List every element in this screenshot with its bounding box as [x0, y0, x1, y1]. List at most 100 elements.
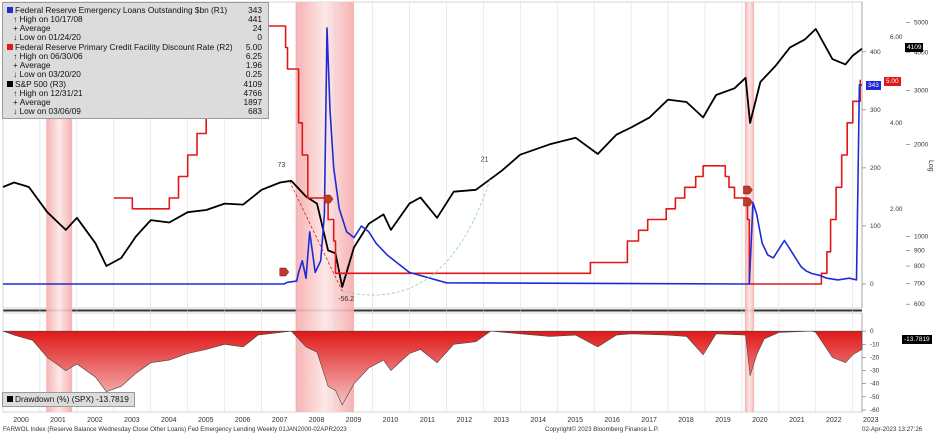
- rate-last-value-tag: 5.00: [884, 77, 901, 86]
- legend-spx-high-value: 4766: [243, 88, 262, 98]
- drawdown-last-value-tag: -13.7819: [902, 335, 932, 344]
- x-tick-label: 2002: [87, 417, 103, 424]
- log-axis-label: Log: [927, 160, 934, 172]
- r1-tick-label: 200: [870, 165, 881, 172]
- x-tick-label: 2000: [13, 417, 29, 424]
- r3-tick-label: 900: [914, 247, 925, 254]
- footer-copyright: Copyright© 2023 Bloomberg Finance L.P.: [545, 426, 659, 433]
- r3-tick-label: 3000: [914, 87, 929, 94]
- x-tick-label: 2004: [161, 417, 177, 424]
- legend-spx-label: S&P 500 (R3): [7, 80, 66, 89]
- legend-spx-avg-value: 1897: [243, 97, 262, 107]
- legend-loans-swatch: [7, 7, 13, 13]
- x-tick-label: 2023: [863, 417, 879, 424]
- footer-source: FARWOL Index (Reserve Balance Wednesday …: [3, 426, 347, 433]
- legend-loans-avg: + Average: [13, 23, 51, 33]
- drawdown-area: [2, 330, 863, 406]
- legend-rate-low-value: 0.25: [245, 69, 262, 79]
- x-tick-label: 2018: [678, 417, 694, 424]
- legend-spx-value: 4109: [243, 79, 262, 89]
- r1-tick-label: 400: [870, 49, 881, 56]
- legend-loans-value: 343: [248, 5, 262, 15]
- r2-tick-label: 2.00: [890, 206, 903, 213]
- dd-tick-label: 0: [870, 328, 874, 335]
- x-tick-label: 2011: [420, 417, 435, 424]
- dd-tick-label: -60: [870, 407, 880, 414]
- spx-line: [2, 28, 863, 288]
- legend-loans-high: ↑ High on 10/17/08: [13, 14, 83, 24]
- legend-spx-low: ↓ Low on 03/06/09: [13, 106, 81, 116]
- recovery-arc: [342, 177, 492, 296]
- legend-loans-high-value: 441: [248, 14, 262, 24]
- x-tick-label: 2012: [457, 417, 473, 424]
- x-tick-label: 2021: [789, 417, 805, 424]
- r3-tick-label: 700: [914, 281, 925, 288]
- x-tick-label: 2005: [198, 417, 214, 424]
- x-tick-label: 2014: [530, 417, 546, 424]
- legend-rate-avg-value: 1.96: [245, 60, 262, 70]
- x-tick-label: 2022: [826, 417, 842, 424]
- legend-rate-swatch: [7, 44, 13, 50]
- r3-tick-label: 2000: [914, 141, 929, 148]
- legend-loans-low-value: 0: [257, 32, 262, 42]
- r3-tick-label: 800: [914, 263, 925, 270]
- r3-tick-label: 1000: [914, 233, 929, 240]
- peak-annotation: 73: [278, 162, 286, 169]
- r1-tick-label: 100: [870, 223, 881, 230]
- dd-tick-label: -10: [870, 341, 880, 348]
- legend-loans-label: Federal Reserve Emergency Loans Outstand…: [7, 6, 227, 15]
- x-tick-label: 2017: [641, 417, 657, 424]
- legend-spx-low-value: 683: [248, 106, 262, 116]
- legend-rate-high-value: 6.25: [245, 51, 262, 61]
- dd-tick-label: -40: [870, 381, 880, 388]
- dd-tick-label: -30: [870, 368, 880, 375]
- legend-rate-label: Federal Reserve Primary Credit Facility …: [7, 43, 233, 52]
- peak-trough-line: [288, 180, 343, 292]
- x-tick-label: 2006: [235, 417, 251, 424]
- main-legend: Federal Reserve Emergency Loans Outstand…: [2, 2, 269, 119]
- dd-tick-label: -20: [870, 354, 880, 361]
- r3-tick-label: 4000: [914, 49, 929, 56]
- trough-annotation: -56.2: [338, 296, 354, 303]
- x-tick-label: 2013: [494, 417, 510, 424]
- event-marker: [743, 185, 753, 195]
- legend-spx-swatch: [7, 81, 13, 87]
- legend-spx-avg: + Average: [13, 97, 51, 107]
- legend-spx-high: ↑ High on 12/31/21: [13, 88, 83, 98]
- x-tick-label: 2001: [50, 417, 66, 424]
- x-tick-label: 2015: [567, 417, 583, 424]
- legend-loans-low: ↓ Low on 01/24/20: [13, 32, 81, 42]
- x-tick-label: 2020: [752, 417, 768, 424]
- x-tick-label: 2009: [346, 417, 362, 424]
- spx-last-value-tag: 4109: [905, 43, 924, 52]
- r3-tick-label: 600: [914, 301, 925, 308]
- r2-tick-label: 6.00: [890, 34, 903, 41]
- legend-loans-avg-value: 24: [252, 23, 262, 33]
- legend-rate-low: ↓ Low on 03/20/20: [13, 69, 81, 79]
- legend-rate-high: ↑ High on 06/30/06: [13, 51, 83, 61]
- r1-tick-label: 300: [870, 107, 881, 114]
- recession-band: [744, 2, 755, 412]
- x-tick-label: 2010: [383, 417, 399, 424]
- emergency-loans-line: [3, 27, 862, 285]
- event-marker: [323, 194, 334, 204]
- x-tick-label: 2007: [272, 417, 288, 424]
- r1-tick-label: 0: [870, 281, 874, 288]
- legend-rate-avg: + Average: [13, 60, 51, 70]
- drawdown-legend: Drawdown (%) (SPX) -13.7819: [2, 392, 135, 407]
- drawdown-swatch: [7, 396, 13, 402]
- x-tick-label: 2003: [124, 417, 140, 424]
- recovery-annotation: 21: [481, 156, 489, 163]
- dd-tick-label: -50: [870, 394, 880, 401]
- r3-tick-label: 5000: [914, 20, 929, 27]
- legend-rate-value: 5.00: [245, 42, 262, 52]
- x-tick-label: 2019: [715, 417, 731, 424]
- loans-last-value-tag: 343: [866, 81, 881, 90]
- r2-tick-label: 4.00: [890, 120, 903, 127]
- footer-timestamp: 02-Apr-2023 13:27:26: [862, 426, 923, 433]
- event-marker: [743, 197, 753, 207]
- event-marker: [279, 267, 290, 277]
- x-tick-label: 2008: [309, 417, 325, 424]
- x-tick-label: 2016: [604, 417, 620, 424]
